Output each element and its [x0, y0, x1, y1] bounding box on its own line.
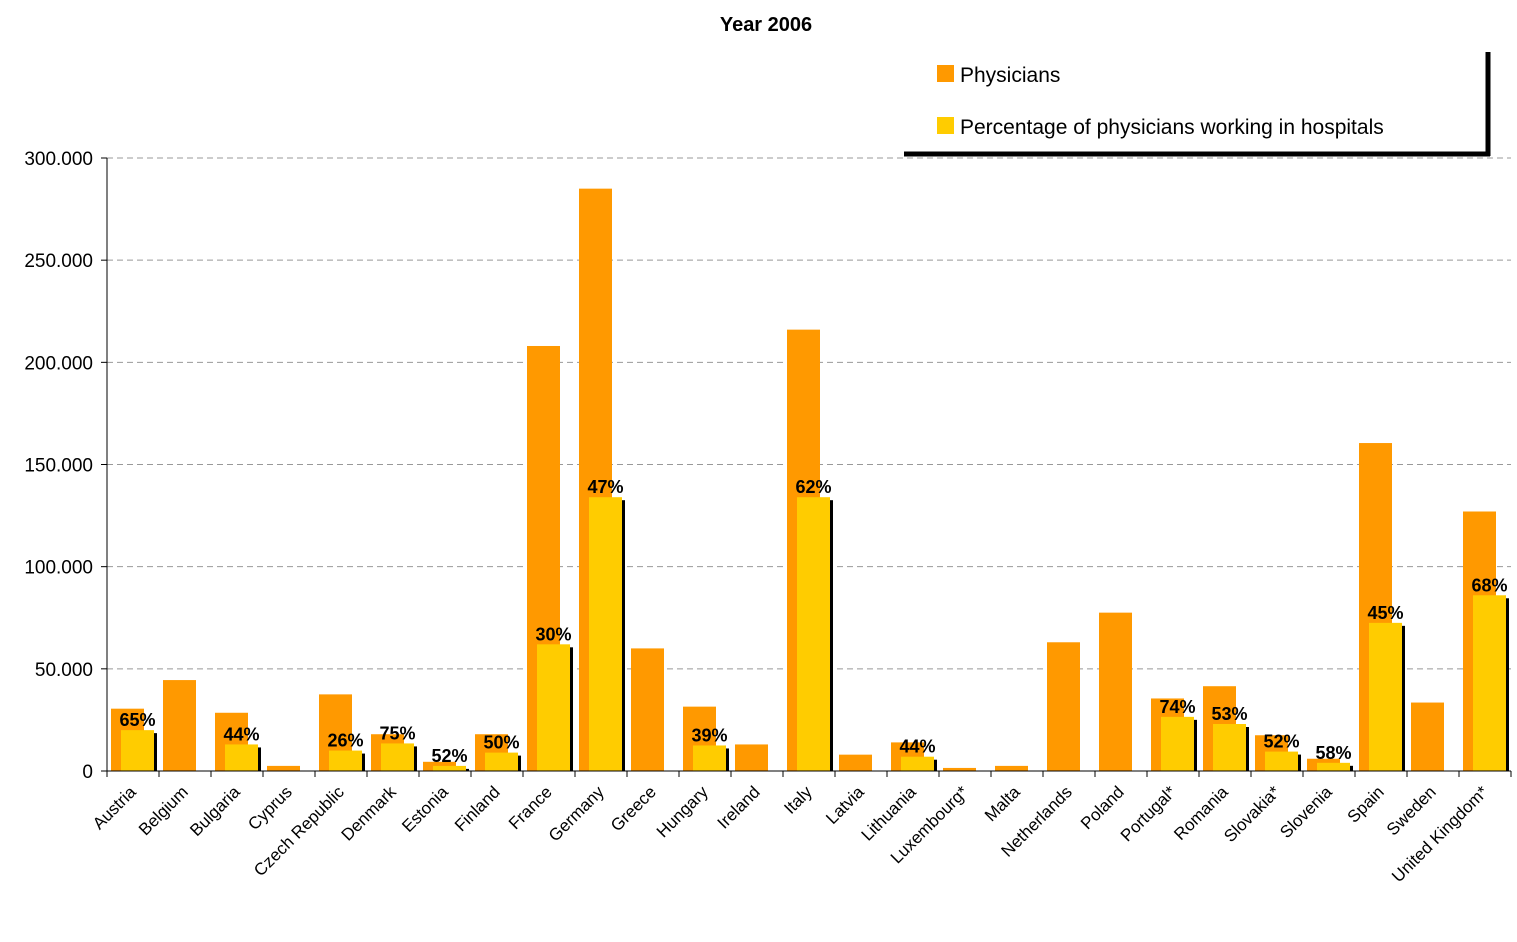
bar-physicians	[163, 680, 196, 771]
bar-hospital-percentage	[901, 756, 934, 771]
y-tick-label: 250.000	[24, 251, 93, 272]
x-tick-label: Estonia	[398, 782, 452, 836]
x-tick-label: Poland	[1077, 782, 1128, 833]
percentage-label: 65%	[119, 710, 155, 730]
bar-hospital-percentage	[1265, 751, 1298, 771]
bar-hospital-percentage	[693, 745, 726, 771]
percentage-label: 47%	[587, 477, 623, 497]
x-tick-label: Hungary	[653, 782, 712, 841]
x-tick-label: Slovenia	[1276, 782, 1336, 842]
bar-hospital-percentage	[329, 750, 362, 771]
bar-physicians	[1047, 642, 1080, 771]
percentage-label: 44%	[899, 737, 935, 757]
bar-hospital-percentage	[485, 752, 518, 771]
data-labels: 65% 44% 26% 75% 52% 50% 30% 47% 39% 62% 44% 74% 53% 5…	[119, 477, 1507, 766]
percentage-label: 75%	[379, 723, 415, 743]
y-axis: 0 50.000 100.000 150.000 200.000 250.000 300.0…	[24, 149, 107, 783]
x-tick-label: Spain	[1344, 782, 1388, 826]
x-tick-label: Ireland	[714, 782, 764, 832]
percentage-label: 44%	[223, 724, 259, 744]
bar-hospital-percentage	[1161, 716, 1194, 771]
bars	[111, 188, 1509, 771]
percentage-label: 26%	[327, 731, 363, 751]
percentage-label: 58%	[1315, 743, 1351, 763]
x-tick-label: Austria	[89, 782, 140, 833]
y-tick-label: 100.000	[24, 558, 93, 579]
bar-hospital-percentage	[381, 743, 414, 771]
bar-hospital-percentage	[589, 497, 622, 771]
bar-physicians	[839, 754, 872, 771]
percentage-label: 52%	[431, 746, 467, 766]
x-tick-label: Italy	[780, 782, 816, 818]
bar-hospital-percentage	[1369, 622, 1402, 771]
bar-hospital-percentage	[797, 497, 830, 771]
x-tick-label: Belgium	[135, 782, 192, 839]
x-tick-label: Latvia	[822, 782, 868, 828]
x-tick-label: France	[505, 782, 556, 833]
x-tick-label: Denmark	[338, 782, 401, 845]
percentage-label: 45%	[1367, 603, 1403, 623]
x-tick-label: Portugal*	[1117, 782, 1180, 845]
x-tick-label: Bulgaria	[186, 782, 244, 840]
legend-label-physicians: Physicians	[960, 64, 1060, 87]
percentage-label: 74%	[1159, 697, 1195, 717]
percentage-label: 50%	[483, 733, 519, 753]
bar-hospital-percentage	[121, 730, 154, 771]
bar-hospital-percentage	[433, 765, 466, 771]
bar-physicians	[267, 765, 300, 771]
x-tick-label: Greece	[607, 782, 660, 835]
chart-title: Year 2006	[720, 14, 812, 36]
legend-box	[904, 52, 1486, 152]
bar-physicians	[943, 767, 976, 771]
bar-physicians	[1411, 702, 1444, 771]
legend-label-hospital: Percentage of physicians working in hosp…	[960, 116, 1384, 139]
legend-swatch-physicians	[937, 65, 954, 82]
x-axis	[106, 158, 1512, 777]
percentage-label: 53%	[1211, 704, 1247, 724]
legend-swatch-hospital	[937, 117, 954, 134]
y-tick-label: 50.000	[35, 660, 93, 681]
percentage-label: 52%	[1263, 732, 1299, 752]
bar-hospital-percentage	[1473, 595, 1506, 771]
bar-physicians	[1099, 612, 1132, 771]
x-tick-label: Czech Republic	[250, 782, 348, 880]
bar-hospital-percentage	[1317, 762, 1350, 771]
bar-hospital-percentage	[225, 744, 258, 771]
bar-physicians	[995, 765, 1028, 771]
y-tick-label: 150.000	[24, 456, 93, 477]
x-tick-label: Cyprus	[244, 782, 296, 834]
bar-physicians	[631, 648, 664, 771]
x-tick-label: Malta	[981, 782, 1024, 825]
x-tick-label: Germany	[545, 782, 608, 845]
y-tick-label: 300.000	[24, 149, 93, 170]
percentage-label: 39%	[691, 725, 727, 745]
percentage-label: 62%	[795, 477, 831, 497]
y-tick-label: 0	[82, 762, 93, 783]
bar-physicians	[735, 744, 768, 771]
y-tick-label: 200.000	[24, 353, 93, 374]
percentage-label: 30%	[535, 624, 571, 644]
legend: Physicians Percentage of physicians work…	[904, 52, 1491, 157]
x-tick-label: Finland	[451, 782, 504, 835]
bar-hospital-percentage	[1213, 724, 1246, 771]
x-tick-label: United Kingdom*	[1388, 782, 1492, 886]
percentage-label: 68%	[1471, 575, 1507, 595]
bar-hospital-percentage	[537, 644, 570, 771]
x-tick-label: Slovakia*	[1220, 782, 1284, 846]
